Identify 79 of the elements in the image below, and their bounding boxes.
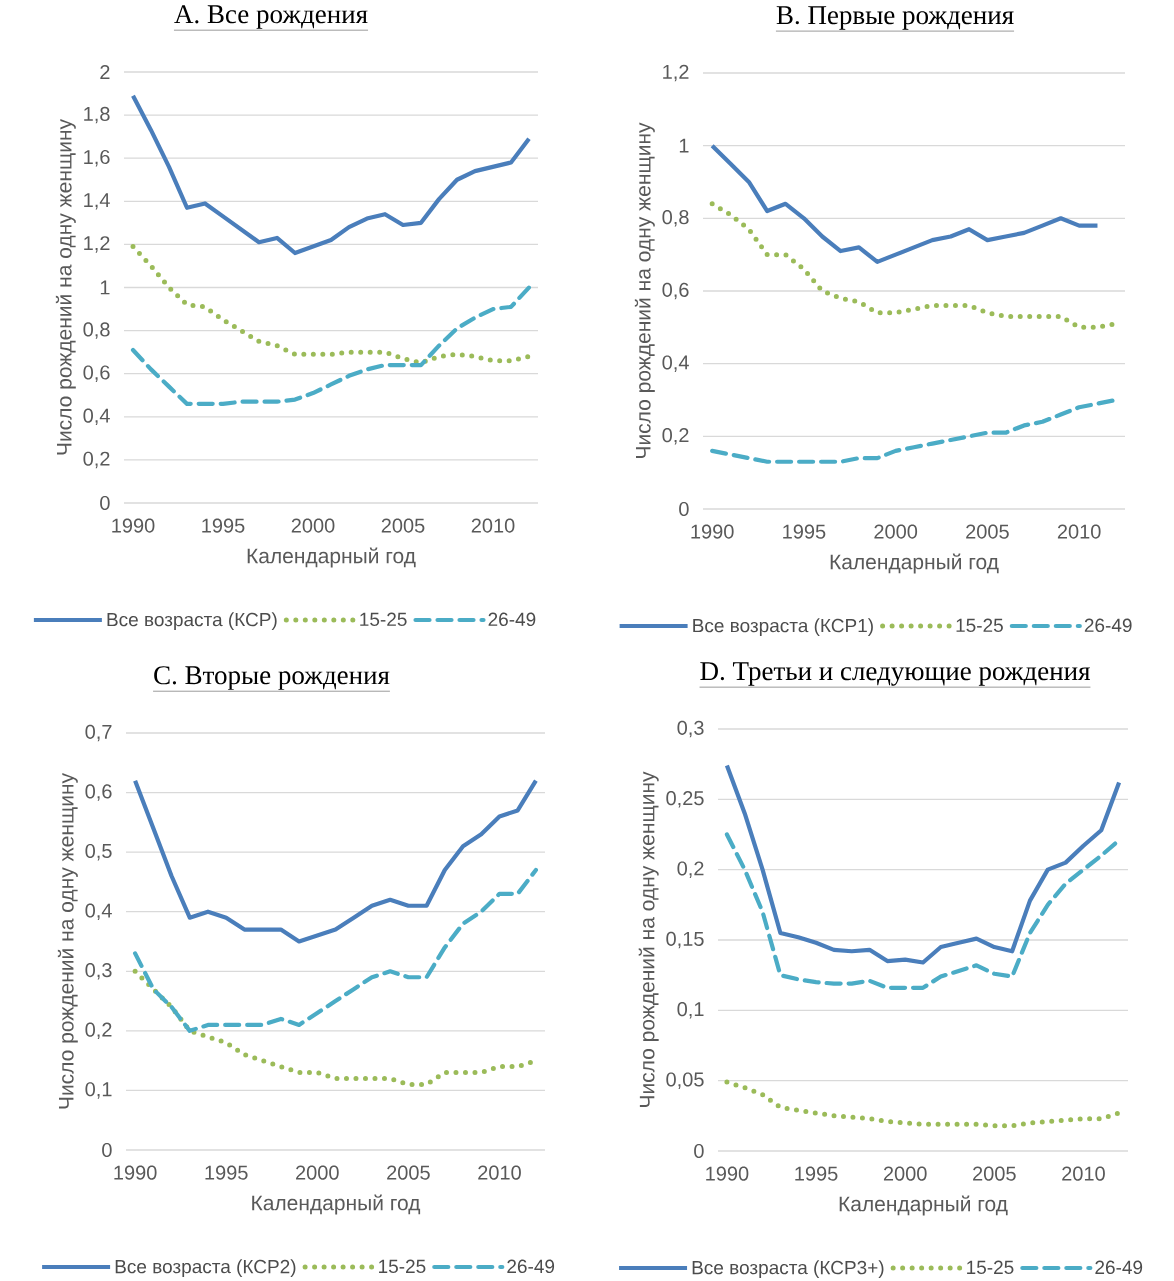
y-tick-label: 1,2	[663, 64, 689, 82]
y-tick-label: 0,4	[85, 903, 112, 920]
x-tick-label: 1995	[795, 1166, 838, 1181]
y-axis-title: Число рождений на одну женщину	[638, 771, 659, 1107]
y-tick-label: 1,6	[84, 149, 110, 167]
x-tick-label: 2000	[291, 518, 335, 533]
y-tick-label: 0,8	[662, 210, 689, 227]
legend-label: 15-25	[379, 1259, 426, 1274]
x-tick-label: 2000	[874, 524, 918, 539]
x-tick-label: 1990	[691, 524, 734, 539]
y-tick-label: 0	[694, 1143, 704, 1159]
x-axis-title: Календарный год	[839, 1195, 1008, 1216]
x-tick-label: 2010	[1057, 524, 1101, 539]
x-tick-label: 2010	[478, 1165, 521, 1180]
y-tick-label: 0,05	[666, 1072, 704, 1089]
legend-label: 26-49	[488, 612, 536, 627]
x-tick-label: 2000	[883, 1166, 927, 1181]
y-tick-label: 0,8	[83, 322, 110, 339]
y-tick-label: 0,6	[662, 282, 689, 300]
x-tick-label: 1995	[205, 1165, 248, 1180]
chart-title: A. Все рождения	[174, 5, 368, 29]
y-tick-label: 0,3	[677, 720, 704, 738]
y-tick-label: 1,2	[84, 236, 110, 253]
x-axis-title: Календарный год	[830, 553, 999, 574]
line-series	[724, 763, 1122, 965]
legend-label: 15-25	[967, 1260, 1014, 1275]
x-tick-label: 1990	[114, 1165, 157, 1180]
y-tick-label: 0,6	[85, 784, 112, 801]
x-tick-label: 2005	[381, 518, 425, 533]
legend-label: Все возраста (КСР3+)	[692, 1260, 884, 1279]
x-tick-label: 2010	[471, 518, 515, 533]
x-tick-label: 1990	[112, 518, 155, 533]
y-tick-label: 2	[100, 65, 110, 79]
y-tick-label: 0,1	[85, 1082, 112, 1099]
y-tick-label: 0,2	[677, 861, 704, 878]
legend-label: Все возраста (КСР)	[107, 612, 277, 631]
x-tick-label: 1995	[202, 518, 245, 533]
chart-title: D. Третьи и следующие рождения	[700, 662, 1090, 686]
y-tick-label: 1,8	[84, 106, 110, 124]
y-axis-title: Число рождений на одну женщину	[57, 772, 78, 1109]
y-axis-title: Число рождений на одну женщину	[634, 122, 655, 458]
x-tick-label: 1990	[706, 1166, 749, 1181]
y-tick-label: 0,4	[83, 408, 110, 426]
legend-label: 15-25	[360, 612, 407, 627]
y-tick-label: 1	[679, 138, 689, 153]
y-tick-label: 0,2	[662, 428, 689, 445]
x-axis-title: Календарный год	[247, 547, 416, 568]
legend-label: Все возраста (КСР2)	[115, 1259, 296, 1278]
y-tick-label: 0,5	[85, 843, 112, 861]
legend-label: 26-49	[507, 1259, 555, 1274]
x-tick-label: 2005	[387, 1165, 430, 1180]
legend-label: 26-49	[1084, 618, 1132, 633]
y-tick-label: 0,7	[85, 724, 112, 742]
y-tick-label: 0	[100, 495, 110, 511]
x-tick-label: 2005	[966, 524, 1009, 539]
x-tick-label: 2005	[973, 1166, 1016, 1181]
line-series	[710, 143, 1100, 265]
x-tick-label: 2010	[1062, 1166, 1105, 1181]
y-tick-label: 0,3	[85, 963, 112, 980]
y-axis-title: Число рождений на одну женщину	[55, 118, 76, 455]
y-tick-label: 0,25	[666, 791, 704, 808]
chart-title: B. Первые рождения	[776, 6, 1014, 30]
y-tick-label: 0	[679, 501, 689, 517]
y-tick-label: 0,4	[662, 355, 689, 372]
y-tick-label: 0,15	[666, 931, 704, 949]
y-tick-label: 0,1	[677, 1002, 704, 1019]
x-axis-title: Календарный год	[252, 1194, 421, 1215]
x-tick-label: 1995	[783, 524, 826, 539]
y-tick-label: 0,2	[85, 1022, 112, 1040]
legend-label: 15-25	[956, 618, 1003, 633]
y-tick-label: 1	[100, 280, 110, 295]
legend-label: 26-49	[1095, 1260, 1143, 1275]
y-tick-label: 0	[102, 1142, 112, 1158]
chart-title: C. Вторые рождения	[154, 666, 390, 690]
legend-label: Все возраста (КСР1)	[693, 618, 873, 637]
y-tick-label: 0,6	[83, 365, 110, 382]
y-tick-label: 1,4	[84, 193, 110, 210]
x-tick-label: 2000	[296, 1165, 339, 1180]
y-tick-label: 0,2	[83, 451, 110, 469]
